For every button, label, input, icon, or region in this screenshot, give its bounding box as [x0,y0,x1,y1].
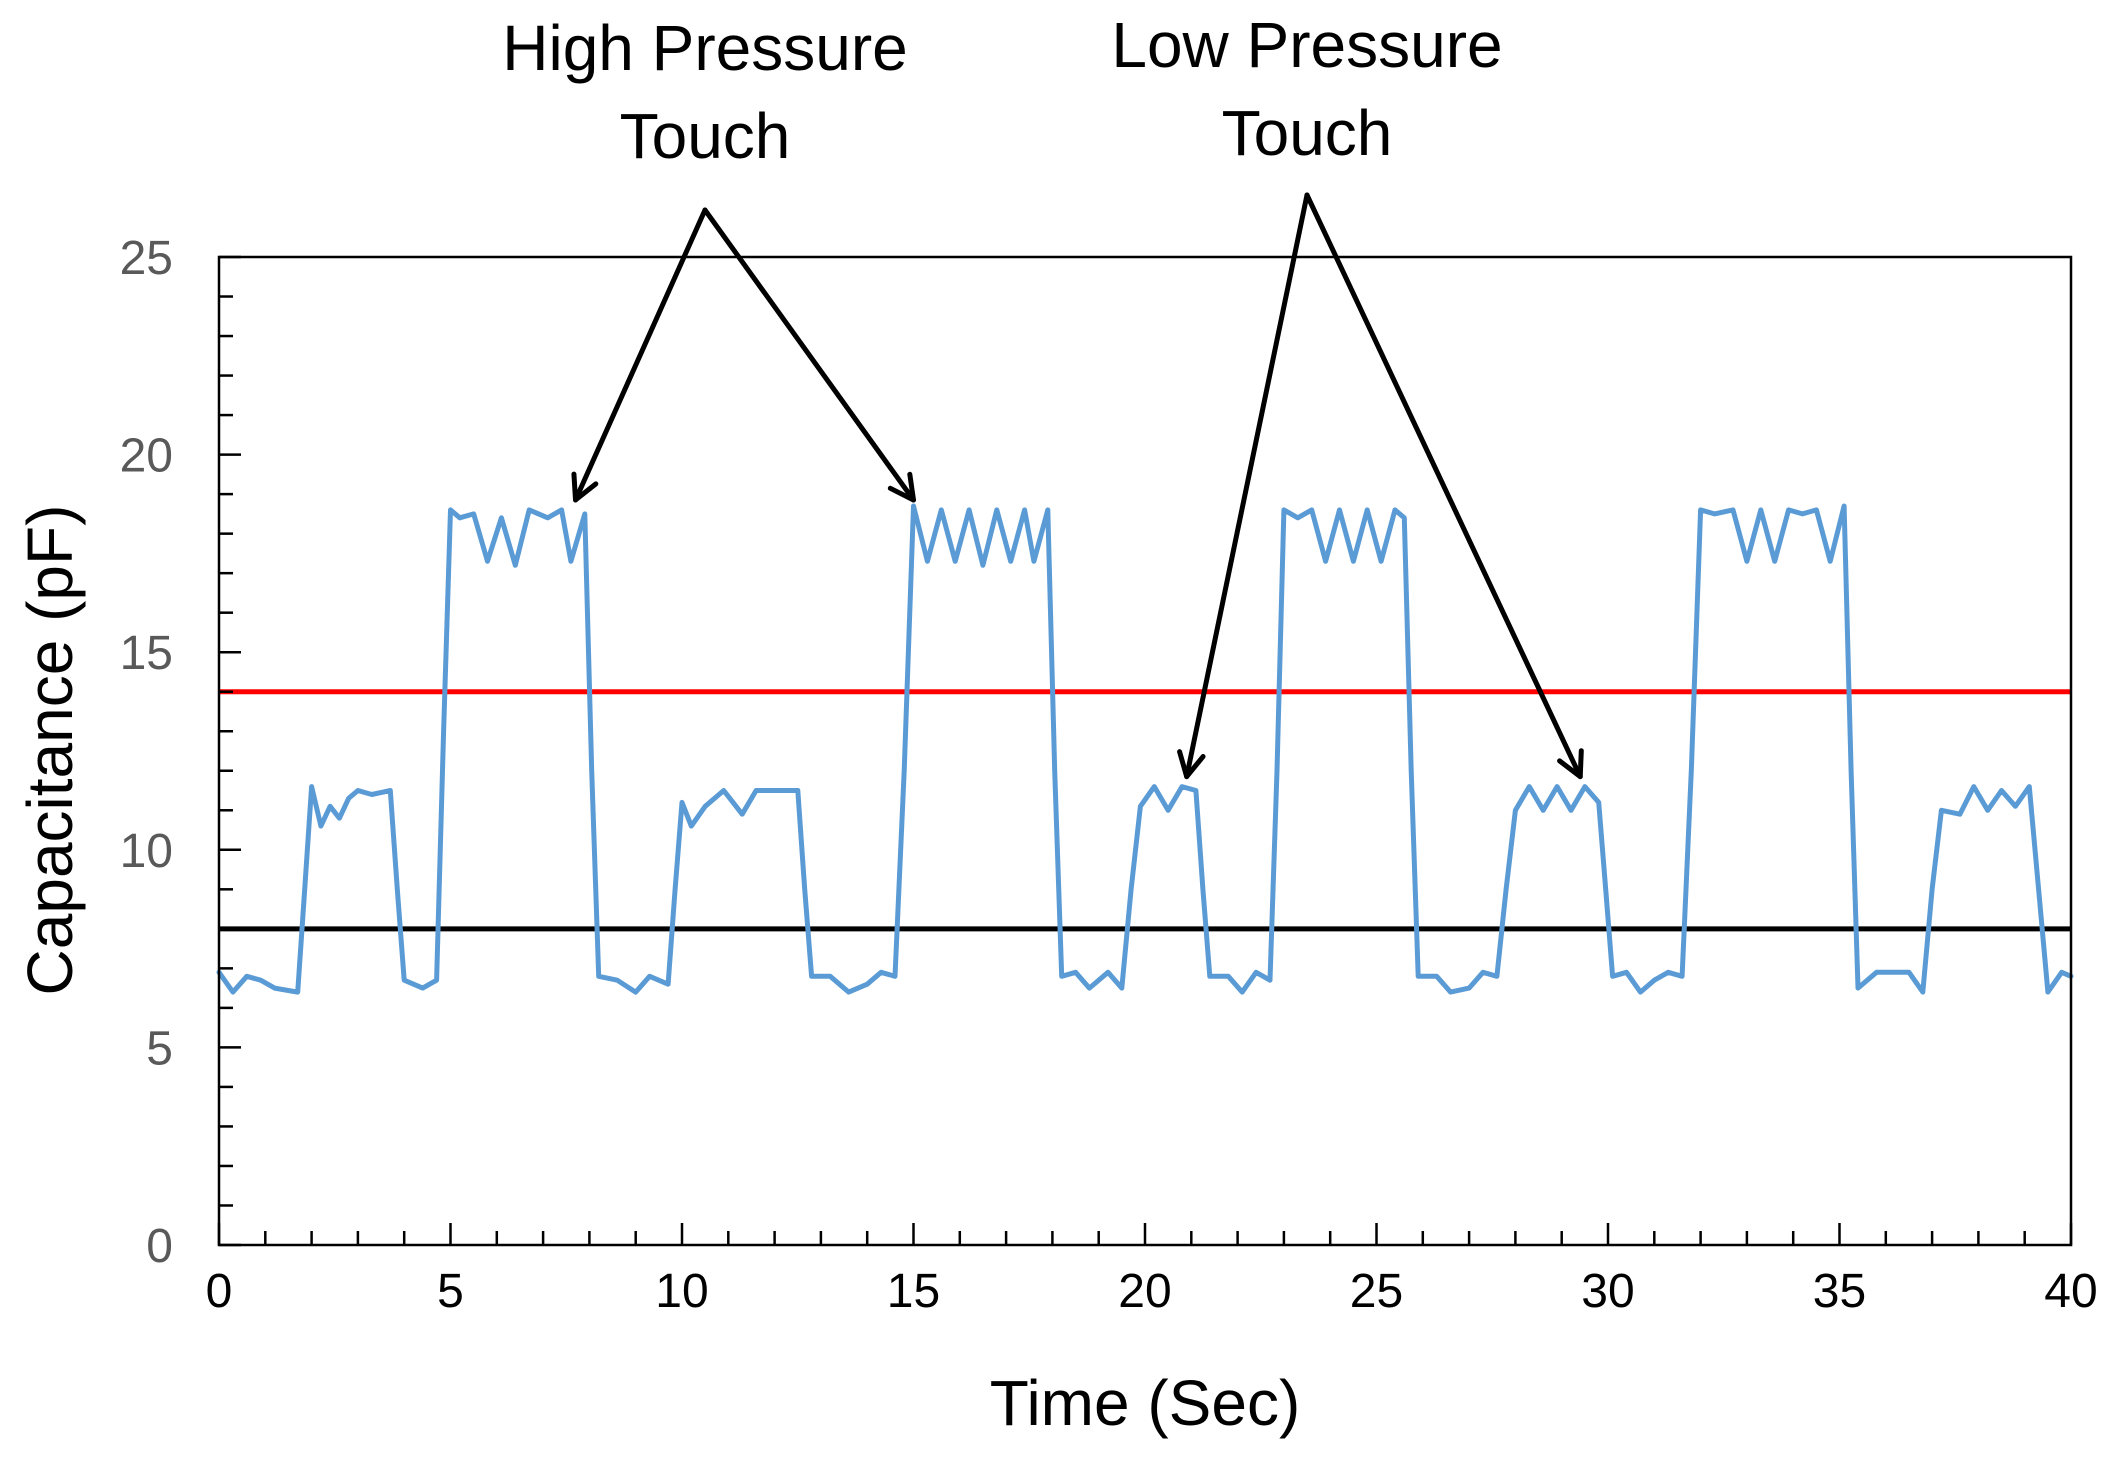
annotation-high-pressure-touch: High Pressure Touch [502,12,916,503]
annotation-arrow [702,207,916,503]
x-tick-label: 40 [2044,1265,2097,1318]
x-tick-label: 15 [887,1265,940,1318]
annotations: High Pressure Touch Low Pressure Touch [502,9,1584,780]
x-tick-label: 25 [1350,1265,1403,1318]
x-tick-label: 0 [206,1265,233,1318]
annotation-text-line: Low Pressure [1111,9,1502,81]
y-tick-label: 15 [120,627,173,680]
annotation-text-line: Touch [1222,97,1393,169]
y-tick-label: 0 [146,1220,173,1273]
y-tick-label: 10 [120,825,173,878]
x-tick-labels: 0 5 10 15 20 25 30 35 40 [206,1265,2098,1318]
plot-area-background [219,257,2071,1245]
x-tick-label: 10 [655,1265,708,1318]
annotation-low-pressure-touch: Low Pressure Touch [1111,9,1584,780]
capacitance-series-line [216,503,2074,995]
x-tick-label: 5 [437,1265,464,1318]
y-axis-title: Capacitance (pF) [14,505,86,996]
annotation-text-line: Touch [620,100,791,172]
x-tick-label: 20 [1118,1265,1171,1318]
y-tick-label: 5 [146,1022,173,1075]
y-tick-labels: 0 5 10 15 20 25 [120,232,173,1273]
axis-ticks [217,255,2073,1247]
annotation-arrow [1177,192,1310,780]
x-tick-label: 30 [1581,1265,1634,1318]
annotation-arrow [571,207,708,503]
x-tick-label: 35 [1813,1265,1866,1318]
y-tick-label: 20 [120,430,173,483]
y-tick-label: 25 [120,232,173,285]
x-axis-title: Time (Sec) [990,1367,1301,1439]
annotation-arrow [1304,192,1584,780]
annotation-text-line: High Pressure [502,12,908,84]
threshold-lines [219,689,2071,932]
